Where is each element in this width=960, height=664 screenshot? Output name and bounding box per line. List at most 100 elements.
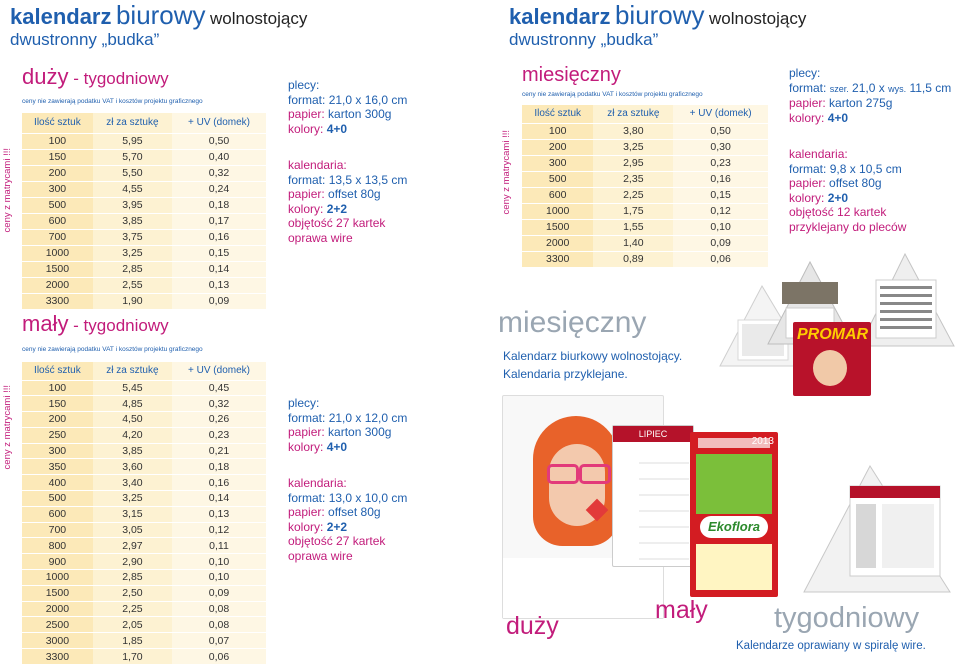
quantity-cell: 2500 [22, 616, 93, 633]
uv-cell: 0,14 [172, 490, 266, 507]
quantity-cell: 2000 [522, 234, 594, 251]
uv-cell: 0,11 [172, 537, 266, 554]
uv-cell: 0,07 [172, 632, 266, 649]
uv-cell: 0,30 [673, 138, 768, 155]
maly-kal-objetosc: objętość 27 kartek [288, 534, 386, 548]
gallery-maly: mały [655, 596, 708, 624]
table-row: 150 5,70 0,40 [22, 148, 266, 165]
uv-cell: 0,06 [673, 250, 768, 267]
gallery-desc1: Kalendarz biurkowy wolnostojący. [503, 349, 683, 363]
price-cell: 2,35 [593, 170, 674, 187]
duzy-kal-kolory-label: kolory: [288, 201, 324, 216]
quantity-cell: 250 [22, 426, 93, 444]
duzy-price-table: Ilość sztuk zł za sztukę + UV (domek) 100 5,… [22, 113, 266, 309]
duzy-kal-objetosc: objętość 27 kartek [288, 216, 386, 230]
uv-cell: 0,16 [172, 228, 266, 245]
price-cell: 2,85 [92, 260, 173, 277]
table-row: 2500 2,05 0,08 [22, 616, 266, 633]
duzy-spec: plecy: format: 21,0 x 16,0 cm papier: ka… [288, 78, 407, 245]
quantity-cell: 1000 [522, 202, 594, 219]
uv-cell: 0,13 [172, 276, 266, 293]
price-cell: 2,50 [92, 584, 173, 602]
quantity-cell: 1500 [22, 584, 93, 602]
duzy-plecy-kolory-label: kolory: [288, 121, 324, 136]
uv-cell: 0,32 [172, 164, 266, 181]
table-row: 600 3,15 0,13 [22, 505, 266, 523]
gallery-desc2: Kalendaria przyklejane. [503, 367, 628, 381]
miesieczny-price-note: ceny nie zawierają podatku VAT i kosztów… [522, 91, 703, 98]
uv-cell: 0,40 [172, 148, 266, 165]
maly-kal-papier-label: papier: [288, 505, 325, 519]
quantity-cell: 350 [22, 458, 93, 475]
fruit-image [696, 454, 772, 514]
table-row: 500 2,35 0,16 [522, 170, 768, 187]
table-row: 2000 2,55 0,13 [22, 276, 266, 293]
maly-kal-format: 13,0 x 10,0 cm [328, 490, 408, 505]
uv-cell: 0,50 [172, 132, 266, 149]
price-cell: 4,50 [92, 411, 173, 428]
column-header: Ilość sztuk [22, 362, 93, 380]
duzy-kal-papier: offset 80g [328, 187, 381, 201]
price-cell: 2,25 [92, 600, 173, 617]
header-wolnostojacy: wolnostojący [210, 9, 308, 28]
column-header: + UV (domek) [673, 105, 768, 123]
promar-calendar-photo: PROMAR [793, 322, 871, 396]
ekoflora-year-strip [698, 438, 770, 448]
uv-cell: 0,08 [172, 600, 266, 617]
quantity-cell: 200 [22, 164, 93, 181]
maly-kal-format-label: format: [288, 490, 326, 505]
left-subheader: dwustronny „budka” [10, 30, 160, 49]
mies-kal-papier: offset 80g [829, 176, 882, 190]
header-biurowy: biurowy [115, 0, 206, 30]
maly-plecy-papier-label: papier: [288, 425, 325, 439]
column-header: Ilość sztuk [22, 113, 93, 133]
uv-cell: 0,16 [673, 170, 768, 187]
duzy-kal-kolory: 2+2 [326, 201, 348, 216]
vertical-note-maly: ceny z matrycami !!! [2, 385, 13, 470]
duzy-kal-head: kalendaria: [288, 158, 347, 172]
quantity-cell: 100 [22, 132, 93, 149]
quantity-cell: 600 [522, 186, 594, 203]
duzy-plecy-format-label: format: [288, 92, 326, 107]
quantity-cell: 100 [22, 379, 93, 396]
duzy-plecy-head: plecy: [288, 78, 320, 92]
price-cell: 1,70 [92, 648, 173, 664]
quantity-cell: 500 [22, 196, 93, 213]
ekoflora-address-box [696, 544, 772, 590]
gallery-miesieczny-title: miesięczny [498, 306, 647, 339]
price-cell: 3,25 [92, 490, 173, 507]
table-row: 200 3,25 0,30 [522, 138, 768, 155]
quantity-cell: 500 [22, 490, 93, 507]
right-subheader: dwustronny „budka” [509, 30, 659, 49]
miesieczny-price-table: Ilość sztuk zł za sztukę + UV (domek) 100 3,… [522, 105, 768, 267]
gallery-duzy: duży [506, 612, 559, 640]
duzy-kal-oprawa: oprawa wire [288, 230, 353, 245]
price-cell: 2,55 [92, 276, 173, 293]
uv-cell: 0,23 [673, 154, 768, 171]
column-header: zł za sztukę [92, 362, 173, 380]
price-cell: 3,80 [593, 122, 674, 139]
table-row: 600 2,25 0,15 [522, 186, 768, 203]
table-header: Ilość sztuk zł za sztukę + UV (domek) [522, 105, 768, 123]
column-header: zł za sztukę [92, 113, 173, 133]
uv-cell: 0,06 [172, 648, 266, 664]
quantity-cell: 3300 [522, 250, 594, 267]
table-row: 3000 1,85 0,07 [22, 632, 266, 649]
maly-plecy-kolory-label: kolory: [288, 439, 324, 454]
lipiec-calendar-photo: LIPIEC [612, 425, 694, 567]
table-row: 400 3,40 0,16 [22, 474, 266, 491]
column-header: + UV (domek) [172, 113, 266, 133]
duzy-title: duży - tygodniowy [22, 64, 169, 90]
monthly-calendar-photo-grid [859, 252, 955, 347]
table-row: 900 2,90 0,10 [22, 553, 266, 570]
price-cell: 3,05 [92, 521, 173, 538]
ekoflora-logo: Ekoflora [700, 516, 768, 538]
price-cell: 3,85 [92, 212, 173, 229]
uv-cell: 0,21 [172, 442, 266, 459]
price-cell: 5,50 [92, 164, 173, 181]
quantity-cell: 200 [22, 411, 93, 428]
maly-title-dash: - tygodniowy [68, 316, 169, 335]
price-cell: 0,89 [593, 250, 674, 267]
maly-plecy-format: 21,0 x 12,0 cm [328, 410, 408, 425]
uv-cell: 0,32 [172, 395, 266, 412]
